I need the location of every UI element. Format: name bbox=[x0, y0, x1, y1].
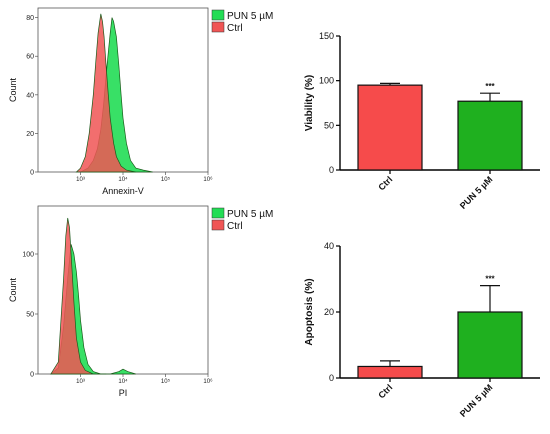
viability-bar-chart: 0 50 100 150 Ctrl *** PUN 5 µM Viability (%) bbox=[304, 31, 540, 211]
y-axis-label: Viability (%) bbox=[304, 75, 315, 132]
y-tick-label: 0 bbox=[329, 165, 334, 175]
annexin-histogram: 0 20 40 60 80 10³ 10⁴ 10⁵ 10⁶ Annexin-V Count PUN 5… bbox=[8, 8, 273, 196]
x-tick-label: 10⁴ bbox=[118, 378, 128, 385]
y-tick-label: 150 bbox=[319, 31, 334, 41]
y-axis-label: Count bbox=[8, 278, 18, 303]
bar-ctrl bbox=[358, 85, 422, 170]
y-axis-label: Count bbox=[8, 78, 18, 103]
legend-label: PUN 5 µM bbox=[227, 209, 273, 220]
x-tick-label: 10⁴ bbox=[118, 176, 128, 183]
x-axis-label: PI bbox=[119, 388, 128, 398]
y-tick-label: 0 bbox=[30, 170, 34, 177]
x-tick-label: Ctrl bbox=[376, 174, 394, 192]
legend-swatch bbox=[212, 10, 224, 20]
legend-label: Ctrl bbox=[227, 221, 243, 232]
y-tick-label: 40 bbox=[324, 241, 334, 251]
bar-pun bbox=[458, 312, 522, 378]
y-tick-label: 50 bbox=[26, 312, 34, 319]
y-tick-label: 60 bbox=[26, 54, 34, 61]
significance-marker: *** bbox=[485, 82, 495, 91]
bar-ctrl bbox=[358, 366, 422, 378]
legend-swatch bbox=[212, 208, 224, 218]
x-tick-label: 10⁶ bbox=[203, 378, 213, 385]
y-tick-label: 40 bbox=[26, 92, 34, 99]
legend-label: PUN 5 µM bbox=[227, 11, 273, 22]
y-tick-label: 100 bbox=[22, 252, 34, 259]
significance-marker: *** bbox=[485, 275, 495, 284]
y-tick-label: 20 bbox=[26, 131, 34, 138]
x-tick-label: PUN 5 µM bbox=[458, 174, 495, 211]
bar-pun bbox=[458, 101, 522, 170]
x-axis-label: Annexin-V bbox=[102, 186, 144, 196]
x-tick-label: 10⁶ bbox=[203, 176, 213, 183]
y-tick-label: 20 bbox=[324, 307, 334, 317]
y-tick-label: 0 bbox=[329, 373, 334, 383]
x-tick-label: 10⁵ bbox=[161, 378, 171, 385]
y-tick-label: 50 bbox=[324, 120, 334, 130]
legend-swatch bbox=[212, 22, 224, 32]
y-tick-label: 0 bbox=[30, 372, 34, 379]
x-tick-label: 10³ bbox=[76, 379, 85, 385]
x-tick-label: 10³ bbox=[76, 177, 85, 183]
y-tick-label: 80 bbox=[26, 15, 34, 22]
x-tick-label: 10⁵ bbox=[161, 176, 171, 183]
apoptosis-bar-chart: 0 20 40 Ctrl *** PUN 5 µM Apoptosis (%) bbox=[304, 241, 540, 419]
legend-swatch bbox=[212, 220, 224, 230]
x-tick-label: PUN 5 µM bbox=[458, 382, 495, 419]
y-tick-label: 100 bbox=[319, 76, 334, 86]
y-axis-label: Apoptosis (%) bbox=[304, 278, 315, 345]
x-tick-label: Ctrl bbox=[376, 382, 394, 400]
legend-label: Ctrl bbox=[227, 23, 243, 34]
